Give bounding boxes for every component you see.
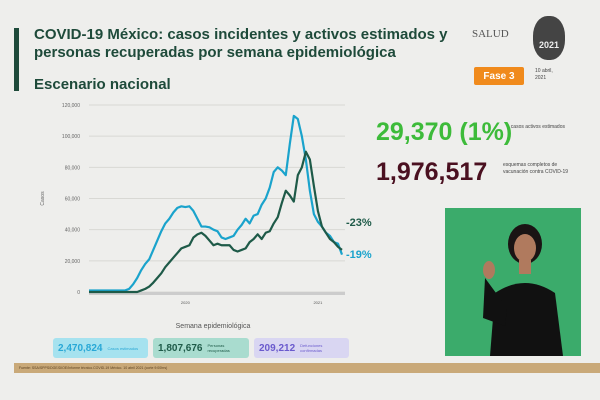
active-cases-label: casos activos estimados [510, 124, 565, 130]
deaths-label: Defunciones confirmadas [300, 343, 323, 353]
estimated-cases-value: 2,470,824 [58, 342, 103, 354]
series-line [89, 114, 344, 292]
series-end-label: -19% [346, 249, 372, 261]
y-tick-label: 100,000 [62, 134, 80, 140]
x-tick-label: 2021 [313, 300, 323, 305]
title-accent-bar [14, 28, 19, 91]
estimated-cases-label: Casos estimados [107, 345, 139, 351]
series-line [89, 150, 343, 294]
deaths-box: 209,212 Defunciones confirmadas [254, 338, 349, 358]
y-tick-label: 0 [77, 290, 80, 296]
deaths-value: 209,212 [259, 342, 296, 354]
seal-logo: 2021 [533, 16, 565, 60]
vaccinated-value: 1,976,517 [376, 158, 488, 186]
x-axis-label: Semana epidemiológica [176, 323, 251, 330]
salud-logo: SALUD [472, 28, 509, 40]
y-tick-label: 20,000 [65, 259, 81, 265]
x-tick-label: 2020 [181, 300, 191, 305]
y-tick-label: 40,000 [65, 228, 81, 234]
y-axis-label: Casos [40, 191, 46, 206]
y-tick-label: 80,000 [65, 165, 81, 171]
page-title: COVID-19 México: casos incidentes y acti… [34, 26, 448, 61]
series-end-label: -23% [346, 217, 372, 229]
recovered-label: Personas recuperadas [207, 343, 230, 353]
line-chart: 0 20,000 40,000 60,000 80,000 100,000 120,000 2… [40, 103, 372, 330]
x-axis [89, 292, 345, 295]
source-note: Fuente: SSA/SPPS/DGE/DIOE/Informe técnic… [14, 363, 600, 373]
estimated-cases-box: 2,470,824 Casos estimados [53, 338, 148, 358]
interpreter-figure [483, 224, 563, 356]
y-tick-label: 120,000 [62, 103, 80, 109]
page-subtitle: Escenario nacional [34, 76, 171, 93]
recovered-box: 1,807,676 Personas recuperadas [153, 338, 249, 358]
vaccinated-label: esquemas completos de vacunación contra … [503, 162, 569, 175]
date-label: 10 abril, 2021 [535, 68, 553, 81]
sign-language-interpreter-video [445, 208, 581, 356]
phase-badge: Fase 3 [474, 67, 524, 85]
recovered-value: 1,807,676 [158, 342, 203, 354]
active-cases-value: 29,370 (1%) [376, 118, 513, 146]
y-tick-label: 60,000 [65, 197, 81, 203]
